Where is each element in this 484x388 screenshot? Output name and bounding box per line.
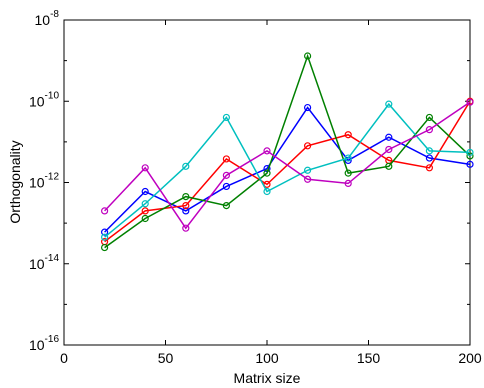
series-5 (100, 98, 474, 232)
data-point (304, 175, 312, 183)
data-point (304, 103, 312, 112)
data-point (344, 131, 352, 139)
data-point (182, 192, 190, 201)
series-line (104, 102, 471, 238)
y-tick-label: 10-16 (29, 334, 59, 353)
data-point (385, 100, 393, 108)
data-point (425, 164, 433, 172)
data-point (263, 169, 271, 177)
y-tick-base: 10 (35, 12, 51, 28)
data-point (425, 154, 433, 162)
y-tick-label: 10-10 (29, 90, 59, 109)
data-point (385, 133, 393, 141)
data-point (222, 182, 230, 191)
data-point (466, 148, 474, 157)
series-1 (100, 103, 474, 236)
data-point (385, 145, 393, 154)
x-axis-label: Matrix size (234, 370, 301, 386)
data-point (425, 113, 433, 122)
x-tick-label: 150 (357, 350, 381, 366)
data-point (425, 126, 433, 134)
y-tick-base: 10 (29, 175, 45, 191)
data-point (141, 214, 149, 223)
y-tick-label: 10-8 (35, 9, 60, 28)
data-point (100, 207, 109, 215)
data-point (304, 166, 312, 174)
data-point (466, 98, 474, 106)
y-tick-exponent: -12 (45, 172, 60, 183)
y-tick-exponent: -10 (45, 90, 60, 101)
series-line (104, 101, 471, 230)
series-layer (100, 52, 474, 252)
plot-area (63, 19, 471, 346)
y-tick-exponent: -8 (50, 9, 59, 20)
data-point (222, 202, 230, 210)
data-point (385, 162, 393, 170)
data-point (182, 202, 190, 210)
x-axis: 0 50 100 150 200 (60, 20, 482, 366)
data-point (263, 147, 271, 155)
data-point (263, 187, 271, 196)
data-point (182, 207, 190, 215)
data-point (182, 162, 190, 170)
data-point (141, 187, 149, 196)
data-point (141, 200, 149, 208)
y-tick-exponent: -16 (45, 334, 60, 345)
y-axis-label: Orthogonality (7, 140, 23, 223)
data-point (304, 142, 312, 150)
series-3 (100, 52, 474, 252)
data-point (263, 180, 271, 188)
data-point (344, 169, 352, 177)
data-point (222, 113, 230, 122)
data-point (466, 160, 474, 168)
data-point (344, 179, 352, 188)
data-point (141, 164, 149, 172)
x-tick-label: 0 (60, 350, 68, 366)
y-tick-base: 10 (29, 256, 45, 272)
data-point (304, 52, 312, 60)
data-point (100, 243, 109, 252)
data-point (466, 152, 474, 160)
data-point (100, 228, 109, 236)
data-point (222, 155, 230, 163)
x-tick-label: 50 (158, 350, 174, 366)
x-tick-label: 100 (255, 350, 279, 366)
data-point (182, 224, 190, 232)
y-tick-label: 10-12 (29, 172, 59, 191)
y-tick-base: 10 (29, 337, 45, 353)
series-line (104, 53, 471, 249)
data-point (141, 207, 149, 215)
data-point (100, 233, 109, 241)
x-tick-label: 200 (458, 350, 482, 366)
y-tick-base: 10 (29, 93, 45, 109)
y-tick-label: 10-14 (29, 253, 59, 272)
series-4 (100, 100, 474, 241)
data-point (425, 147, 433, 155)
data-point (344, 154, 352, 162)
series-line (104, 106, 471, 233)
data-point (222, 171, 230, 179)
y-tick-exponent: -14 (45, 253, 60, 264)
